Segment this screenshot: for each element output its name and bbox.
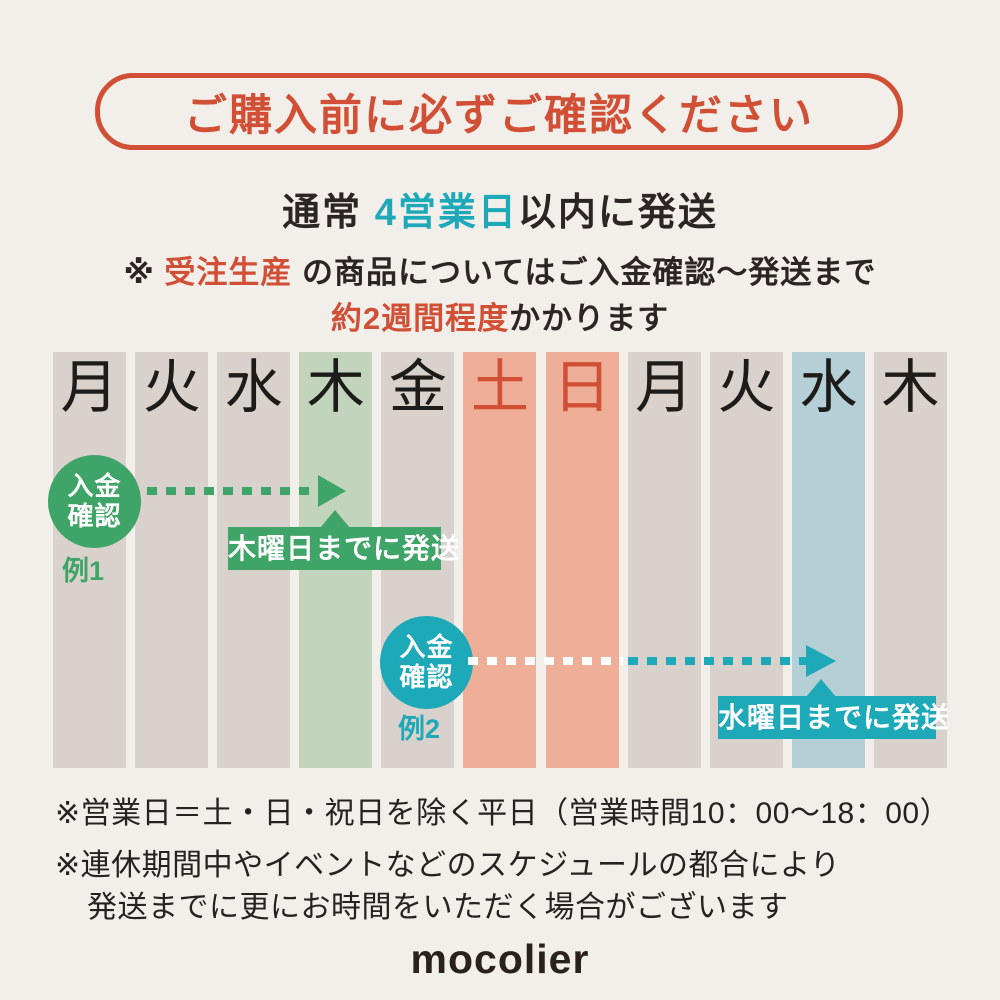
note-asterisk: ※: [123, 255, 165, 290]
example2-arrowhead-icon: [806, 645, 836, 677]
example2-dashed-arrow-line-teal: [628, 657, 806, 665]
example2-ship-by-label: 水曜日までに発送: [718, 696, 949, 739]
day-label: 火: [142, 355, 201, 420]
lead-prefix: 通常: [282, 192, 375, 234]
day-label: 土: [470, 355, 529, 420]
footnote-holiday-delay-line1: ※連休期間中やイベントなどのスケジュールの都合により: [55, 849, 841, 882]
example1-payment-confirmed-badge: 入金 確認: [48, 455, 141, 548]
day-label: 月: [635, 355, 694, 420]
made-to-order-note-line1: ※ 受注生産 の商品についてはご入金確認〜発送まで: [0, 247, 1000, 292]
calendar-column-月: 月: [627, 352, 701, 768]
day-label: 日: [553, 355, 612, 420]
footnote-business-days: ※営業日＝土・日・祝日を除く平日（営業時間10：00〜18：00）: [55, 797, 951, 830]
day-label: 火: [717, 355, 776, 420]
example1-caption: 例1: [62, 556, 105, 586]
calendar-column-土: 土: [463, 352, 537, 768]
made-to-order-highlight: 受注生産: [164, 255, 293, 290]
example2-dashed-arrow-line-white: [468, 657, 623, 665]
lead-highlight-business-days: 4営業日: [374, 192, 518, 234]
badge-text-line1: 入金: [67, 470, 122, 501]
example1-dashed-arrow-line: [147, 487, 317, 495]
day-label: 水: [224, 355, 283, 420]
calendar-column-火: 火: [135, 352, 209, 768]
day-label: 木: [306, 355, 365, 420]
made-to-order-note-line2: 約2週間程度かかります: [0, 293, 1000, 338]
lead-suffix: 以内に発送: [517, 192, 718, 234]
two-weeks-highlight: 約2週間程度: [330, 301, 510, 336]
made-to-order-rest: の商品についてはご入金確認〜発送まで: [292, 255, 877, 290]
example2-payment-confirmed-badge: 入金 確認: [380, 616, 473, 709]
example1-label-pointer-icon: [320, 510, 350, 528]
footnote-holiday-delay-line2: 発送までに更にお時間をいただく場合がございます: [87, 891, 789, 924]
lead-line: 通常 4営業日以内に発送: [0, 181, 1000, 236]
day-label: 月: [60, 355, 119, 420]
header-banner: ご購入前に必ずご確認ください: [95, 73, 903, 150]
badge-text-line2: 確認: [399, 661, 454, 692]
example1-ship-by-label: 木曜日までに発送: [228, 527, 459, 570]
shop-logo: mocolier: [410, 936, 590, 982]
badge-text-line1: 入金: [399, 631, 454, 662]
calendar-column-月: 月: [53, 352, 126, 768]
calendar-column-日: 日: [545, 352, 619, 768]
example1-arrowhead-icon: [318, 475, 346, 507]
day-label: 木: [881, 355, 940, 420]
example2-label-pointer-icon: [806, 679, 836, 697]
day-label: 金: [388, 355, 447, 420]
two-weeks-rest: かかります: [509, 301, 670, 336]
badge-text-line2: 確認: [67, 500, 122, 531]
example2-caption: 例2: [398, 714, 441, 744]
day-label: 水: [799, 355, 858, 420]
page-title: ご購入前に必ずご確認ください: [184, 91, 814, 140]
